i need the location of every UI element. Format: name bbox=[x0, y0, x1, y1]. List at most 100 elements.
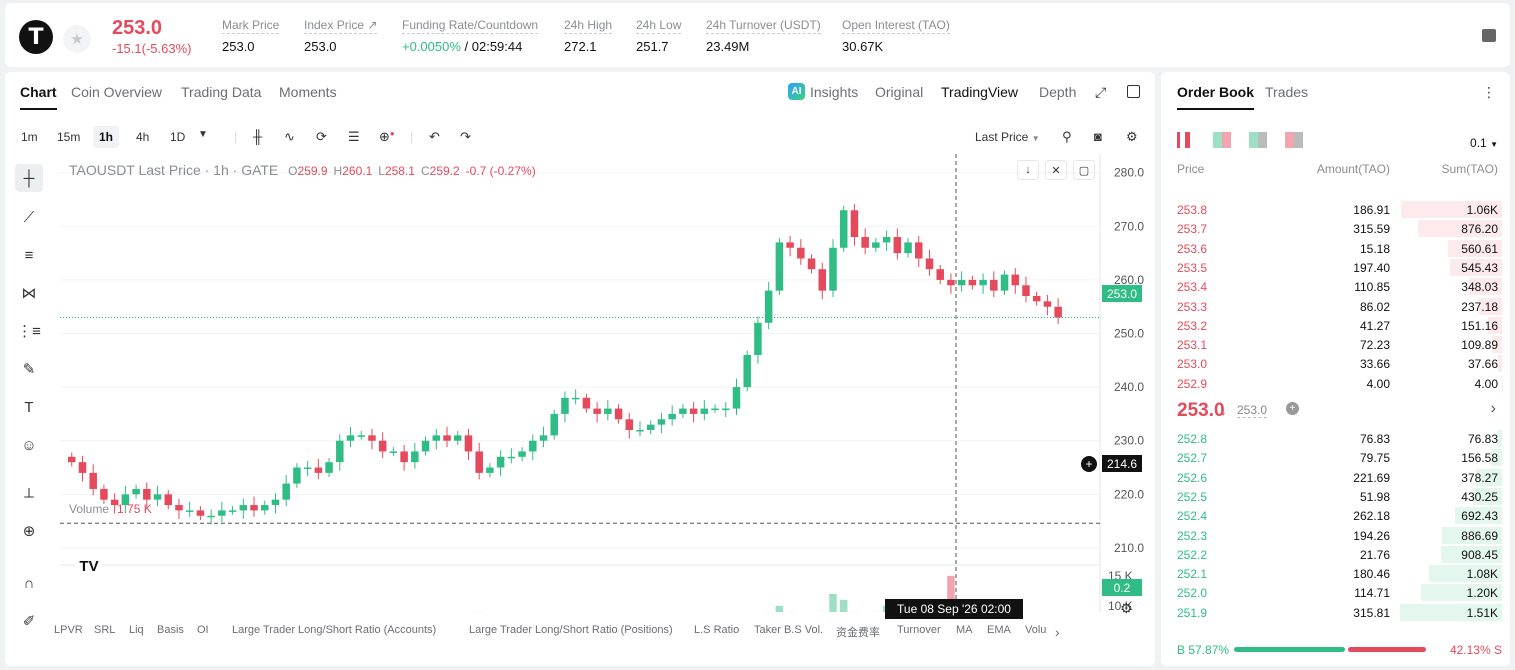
ask-row[interactable]: 252.9 4.00 4.00 bbox=[1161, 374, 1510, 393]
indicator-7[interactable]: L.S Ratio bbox=[694, 624, 740, 636]
ask-row[interactable]: 253.4 110.85 348.03 bbox=[1161, 277, 1510, 296]
price-chart[interactable]: 280.0 270.0 260.0 250.0 240.0 230.0 220.0 210.0… bbox=[60, 154, 1150, 612]
ask-row[interactable]: 253.8 186.91 1.06K bbox=[1161, 200, 1510, 219]
replay-icon[interactable]: ⟳ bbox=[316, 129, 327, 144]
timeframe-15m[interactable]: 15m bbox=[57, 130, 81, 144]
brush-icon[interactable]: ✎ bbox=[22, 361, 36, 378]
magnet-icon[interactable]: ∩ bbox=[23, 574, 35, 592]
indicator-0[interactable]: LPVR bbox=[54, 624, 83, 636]
precision-select[interactable]: 0.1 ▼ bbox=[1470, 136, 1498, 150]
fib-icon[interactable]: ⋮≡ bbox=[17, 323, 41, 340]
star-icon[interactable]: ★ bbox=[63, 25, 91, 53]
window-icon[interactable] bbox=[1127, 85, 1140, 98]
ruler-icon[interactable]: ⟂ bbox=[23, 484, 34, 502]
indicator-13[interactable]: Volu bbox=[1025, 624, 1047, 636]
timeframe-1m[interactable]: 1m bbox=[21, 130, 38, 144]
tab-moments[interactable]: Moments bbox=[279, 84, 337, 100]
chevron-down-icon[interactable]: ▼ bbox=[198, 129, 208, 140]
add-order-icon[interactable]: + bbox=[1081, 456, 1097, 472]
trendline-icon[interactable]: ⟋ bbox=[23, 208, 35, 226]
price-cell: 252.8 bbox=[1177, 432, 1208, 446]
ask-row[interactable]: 253.3 86.02 237.18 bbox=[1161, 297, 1510, 316]
tab-chart[interactable]: Chart bbox=[20, 84, 57, 110]
ask-row[interactable]: 253.6 15.18 560.61 bbox=[1161, 239, 1510, 258]
candle-body bbox=[346, 435, 355, 441]
view-asks-icon[interactable] bbox=[1285, 132, 1303, 148]
ask-row[interactable]: 253.1 72.23 109.89 bbox=[1161, 335, 1510, 354]
camera-icon[interactable]: ◙ bbox=[1094, 129, 1102, 144]
indicators-icon[interactable]: ∿ bbox=[284, 129, 295, 144]
horizontal-lines-icon[interactable]: ≡ bbox=[24, 246, 34, 264]
more-icon[interactable]: ⋮ bbox=[1482, 84, 1496, 100]
bid-row[interactable]: 252.2 21.76 908.45 bbox=[1161, 545, 1510, 564]
fullscreen-icon[interactable]: ▢ bbox=[1073, 160, 1095, 180]
timeframe-1h[interactable]: 1h bbox=[93, 126, 120, 148]
indicator-11[interactable]: MA bbox=[956, 624, 973, 636]
undo-icon[interactable]: ↶ bbox=[429, 129, 440, 144]
stat-index-price[interactable]: Index Price ↗ 253.0 bbox=[304, 18, 378, 54]
ask-row[interactable]: 253.5 197.40 545.43 bbox=[1161, 258, 1510, 277]
indicator-12[interactable]: EMA bbox=[987, 624, 1011, 636]
candle-body bbox=[496, 456, 505, 468]
redo-icon[interactable]: ↷ bbox=[460, 129, 471, 144]
layout-icon[interactable] bbox=[1482, 29, 1496, 42]
indicator-8[interactable]: Taker B.S Vol. bbox=[754, 624, 824, 636]
tab-trading-data[interactable]: Trading Data bbox=[181, 84, 262, 100]
indicator-4[interactable]: OI bbox=[197, 624, 209, 636]
view-split-icon[interactable] bbox=[1213, 132, 1231, 148]
view-bids-icon[interactable] bbox=[1249, 132, 1267, 148]
bid-row[interactable]: 252.1 180.46 1.08K bbox=[1161, 564, 1510, 583]
tab-order-book[interactable]: Order Book bbox=[1177, 84, 1255, 110]
pencil-icon[interactable]: ✐ bbox=[22, 613, 36, 630]
amount-cell: 315.81 bbox=[1353, 605, 1390, 620]
indicator-6[interactable]: Large Trader Long/Short Ratio (Positions… bbox=[469, 624, 673, 636]
timeframe-1d[interactable]: 1D bbox=[170, 130, 186, 144]
text-icon[interactable]: T bbox=[24, 398, 34, 416]
view-insights[interactable]: Insights bbox=[810, 84, 859, 100]
bid-row[interactable]: 252.6 221.69 378.27 bbox=[1161, 468, 1510, 487]
info-icon[interactable]: + bbox=[1286, 402, 1299, 415]
chart-settings-icon[interactable]: ⚙ bbox=[1120, 600, 1133, 616]
indicator-1[interactable]: SRL bbox=[94, 624, 116, 636]
chevron-right-icon[interactable]: › bbox=[1490, 400, 1496, 417]
bid-row[interactable]: 252.4 262.18 692.43 bbox=[1161, 506, 1510, 525]
view-original[interactable]: Original bbox=[875, 84, 924, 100]
add-alert-icon[interactable]: ⊕● bbox=[379, 129, 395, 144]
search-icon[interactable]: ⚲ bbox=[1062, 129, 1072, 144]
chevron-right-icon[interactable]: › bbox=[1055, 624, 1060, 640]
indicator-9[interactable]: 资金费率 bbox=[836, 627, 880, 639]
bid-row[interactable]: 251.9 315.81 1.51K bbox=[1161, 603, 1510, 622]
timeframe-4h[interactable]: 4h bbox=[136, 130, 150, 144]
emoji-icon[interactable]: ☺ bbox=[21, 436, 37, 454]
templates-icon[interactable]: ☰ bbox=[348, 129, 360, 144]
candle-body bbox=[132, 488, 140, 495]
ask-row[interactable]: 253.7 315.59 876.20 bbox=[1161, 219, 1510, 238]
candle-body bbox=[829, 247, 837, 291]
pattern-icon[interactable]: ⋈ bbox=[21, 285, 37, 302]
collapse-icon[interactable]: ✕ bbox=[1045, 160, 1067, 180]
view-tradingview[interactable]: TradingView bbox=[941, 84, 1019, 100]
ai-insights-icon[interactable]: AI bbox=[788, 83, 805, 100]
zoom-in-icon[interactable]: ⊕ bbox=[22, 523, 36, 540]
indicator-3[interactable]: Basis bbox=[157, 624, 184, 636]
crosshair-icon[interactable]: ┼ bbox=[15, 164, 43, 192]
view-depth[interactable]: Depth bbox=[1039, 84, 1077, 100]
indicator-10[interactable]: Turnover bbox=[897, 624, 941, 636]
indicator-2[interactable]: Liq bbox=[129, 624, 144, 636]
ask-row[interactable]: 253.2 41.27 151.16 bbox=[1161, 316, 1510, 335]
gear-icon[interactable]: ⚙ bbox=[1126, 129, 1138, 144]
scroll-down-icon[interactable]: ↓ bbox=[1017, 160, 1039, 180]
candle-type-icon[interactable]: ╫ bbox=[253, 129, 263, 144]
view-both-icon[interactable] bbox=[1177, 132, 1195, 148]
ask-row[interactable]: 253.0 33.66 37.66 bbox=[1161, 354, 1510, 373]
bid-row[interactable]: 252.0 114.71 1.20K bbox=[1161, 583, 1510, 602]
bid-row[interactable]: 252.3 194.26 886.69 bbox=[1161, 526, 1510, 545]
bid-row[interactable]: 252.7 79.75 156.58 bbox=[1161, 448, 1510, 467]
bid-row[interactable]: 252.8 76.83 76.83 bbox=[1161, 429, 1510, 448]
price-source-select[interactable]: Last Price ▼ bbox=[975, 130, 1040, 144]
tab-coin-overview[interactable]: Coin Overview bbox=[71, 84, 163, 100]
tab-trades[interactable]: Trades bbox=[1265, 84, 1309, 100]
indicator-5[interactable]: Large Trader Long/Short Ratio (Accounts) bbox=[232, 624, 437, 636]
bid-row[interactable]: 252.5 51.98 430.25 bbox=[1161, 487, 1510, 506]
expand-icon[interactable]: ⤢ bbox=[1095, 84, 1107, 100]
